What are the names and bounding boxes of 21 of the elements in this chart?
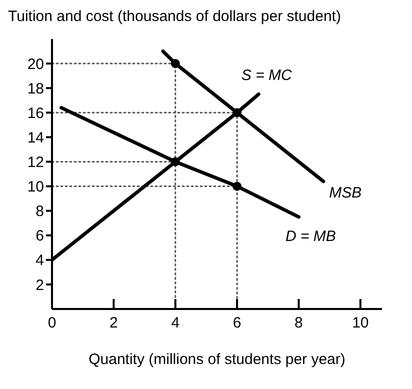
x-tick-label: 8 bbox=[294, 314, 303, 332]
y-tick-label: 18 bbox=[27, 80, 44, 98]
x-axis-title: Quantity (millions of students per year) bbox=[88, 351, 346, 368]
x-tick-label: 2 bbox=[110, 314, 118, 332]
y-axis-title: Tuition and cost (thousands of dollars per student) bbox=[8, 8, 342, 25]
y-tick-label: 14 bbox=[27, 130, 44, 147]
y-tick-label: 4 bbox=[36, 252, 44, 270]
y-tick-label: 2 bbox=[36, 276, 44, 294]
y-tick-label: 6 bbox=[36, 228, 44, 245]
series-label: MSB bbox=[329, 184, 362, 202]
x-tick-label: 4 bbox=[171, 314, 180, 332]
y-tick-label: 16 bbox=[27, 104, 44, 122]
x-tick-label: 10 bbox=[352, 314, 369, 332]
x-tick-label: 6 bbox=[232, 314, 242, 332]
y-tick-label: 20 bbox=[27, 56, 44, 73]
x-tick-label: 0 bbox=[48, 314, 56, 332]
y-tick-label: 12 bbox=[27, 154, 44, 172]
series-label: D = MB bbox=[286, 228, 336, 245]
y-tick-label: 8 bbox=[36, 203, 44, 220]
series-label: S = MC bbox=[241, 67, 292, 84]
y-tick-label: 10 bbox=[27, 178, 44, 196]
